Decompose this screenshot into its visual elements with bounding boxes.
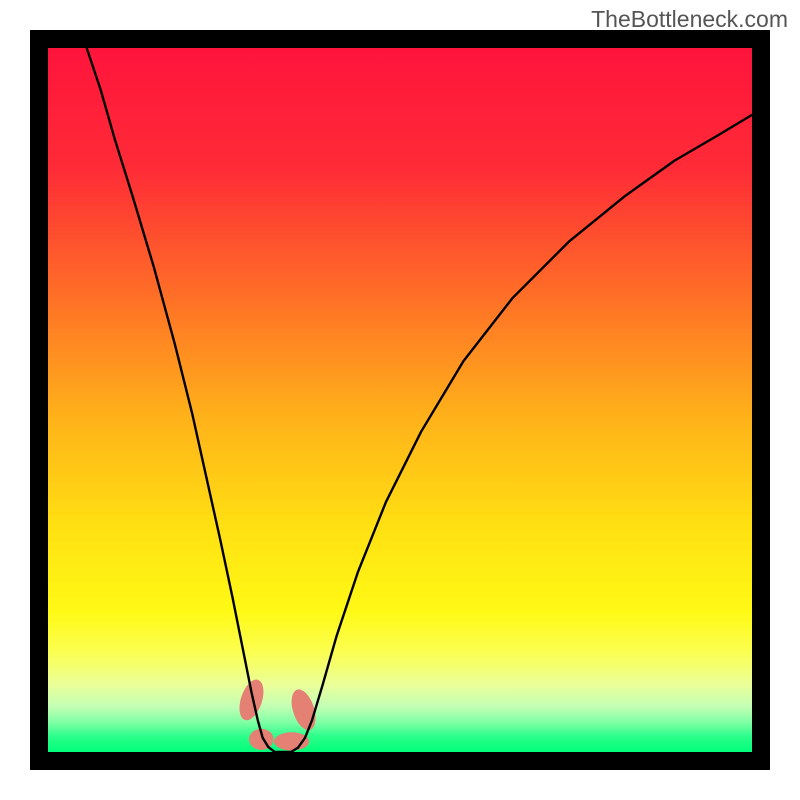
bottleneck-curve xyxy=(87,48,752,752)
stage: TheBottleneck.com xyxy=(0,0,800,800)
curve-layer xyxy=(48,48,752,752)
highlight-blob xyxy=(235,677,268,724)
watermark-text: TheBottleneck.com xyxy=(591,6,788,33)
blob-group xyxy=(235,677,320,751)
plot-frame xyxy=(30,30,770,770)
